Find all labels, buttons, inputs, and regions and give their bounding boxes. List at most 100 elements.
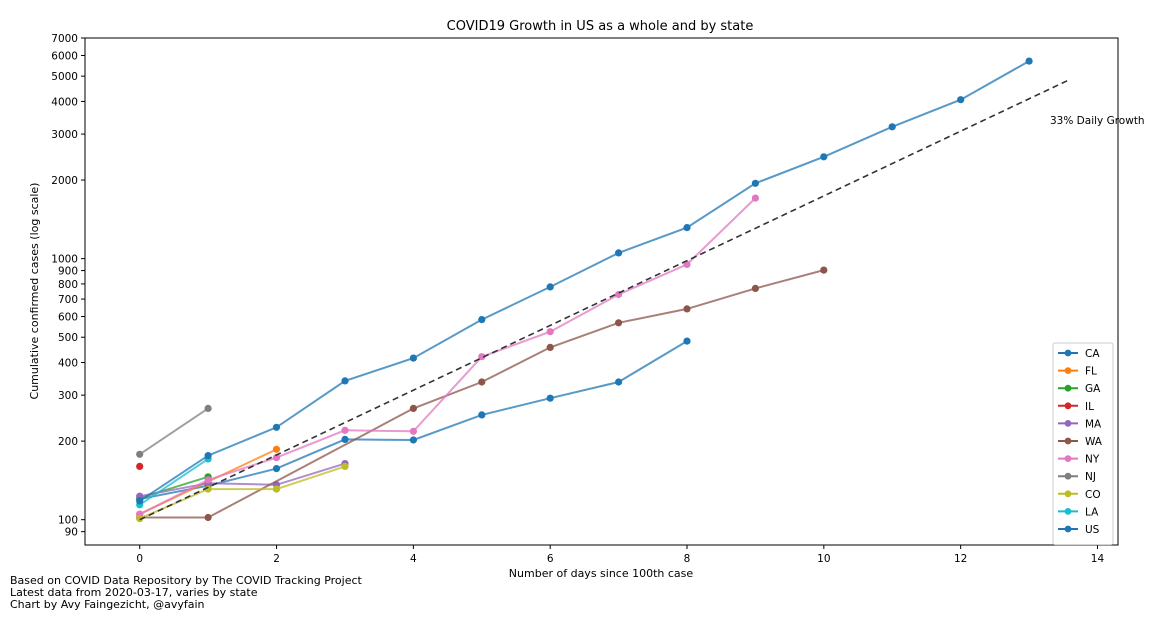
legend-label: MA [1085,418,1102,430]
data-point-co [341,462,349,470]
data-point-wa [204,513,212,522]
series-line-la [139,458,209,506]
data-point-ca [683,337,691,345]
data-point-il [136,462,144,470]
series-wa [136,266,828,522]
legend-item-co: CO [1058,489,1101,501]
data-point-us [204,452,212,460]
legend-label: FL [1085,366,1097,378]
x-tick-label: 14 [1091,553,1105,565]
data-point-us [751,179,760,187]
data-point-wa [546,343,554,351]
data-point-us [888,123,896,131]
series-line-us [139,60,1030,502]
y-tick-label: 6000 [51,50,78,62]
data-point-us [615,249,623,257]
series-line-ny [139,197,757,516]
series-layer [136,57,1071,523]
legend-label: IL [1085,401,1094,413]
x-tick-label: 10 [817,553,830,565]
data-point-wa [751,284,760,292]
data-point-ca [341,435,349,443]
data-point-us [683,224,691,232]
y-tick-label: 200 [58,436,78,448]
data-point-ca [272,465,281,473]
legend-item-us: US [1058,524,1100,536]
y-tick-label: 5000 [51,71,78,83]
y-tick-label: 7000 [51,33,78,45]
series-nj [136,404,212,458]
legend-label: NY [1085,454,1100,466]
legend-swatch-marker [1064,420,1072,427]
legend-swatch-marker [1064,455,1072,462]
y-tick-label: 2000 [51,175,78,187]
data-point-us [546,283,554,291]
data-point-co [204,485,212,493]
legend-swatch-marker [1064,367,1072,374]
data-point-ny [683,260,691,268]
legend-item-ma: MA [1058,418,1102,430]
legend-item-ca: CA [1058,348,1100,360]
data-point-wa [820,266,828,274]
legend-swatch-marker [1064,525,1072,533]
y-axis-label: Cumulative confirmed cases (log scale) [28,183,41,400]
legend-item-ny: NY [1058,454,1100,466]
data-point-wa [683,305,691,313]
reference-line-label: 33% Daily Growth [1050,115,1145,127]
data-point-ny [478,353,486,361]
x-axis-label: Number of days since 100th case [509,567,694,580]
legend-swatch-marker [1064,402,1072,410]
data-point-wa [409,404,417,412]
legend-item-la: LA [1058,506,1099,518]
data-point-ny [546,328,554,336]
legend-item-il: IL [1058,401,1094,413]
data-point-us [136,497,144,505]
x-tick-label: 12 [954,553,967,565]
data-point-us [272,423,281,431]
legend-swatch-marker [1064,437,1072,445]
y-tick-label: 100 [58,515,78,527]
legend-swatch-marker [1064,384,1072,392]
data-point-ca [615,378,623,386]
chart-title: COVID19 Growth in US as a whole and by s… [447,19,754,34]
y-tick-label: 500 [58,332,78,344]
data-point-wa [615,319,623,327]
data-point-co [272,485,281,493]
data-point-us [1025,57,1033,65]
legend: CA FL GA IL MA WA NY NJ CO LA US [1052,342,1114,546]
data-point-ny [204,476,212,484]
legend-box [1052,342,1114,546]
legend-label: GA [1085,383,1101,395]
series-ca [136,337,691,503]
footer-author: Chart by Avy Faingezicht, @avyfain [10,598,205,611]
legend-label: CA [1085,348,1100,360]
data-point-ny [272,454,281,462]
data-point-ny [409,427,417,435]
data-point-wa [478,378,486,386]
series-co [136,462,349,523]
x-axis-ticks: 0 2 4 6 8 10 12 14 [136,545,1104,565]
legend-item-nj: NJ [1058,471,1096,483]
series-line-co [139,465,346,520]
legend-label: CO [1085,489,1101,501]
data-point-us [409,354,417,362]
x-tick-label: 8 [684,553,691,565]
legend-label: NJ [1085,471,1096,483]
legend-label: WA [1085,436,1103,448]
data-point-us [957,96,965,104]
series-line-nj [139,407,209,456]
legend-item-fl: FL [1058,366,1097,378]
x-tick-label: 0 [136,553,143,565]
series-ny [136,194,760,518]
y-tick-label: 3000 [51,129,78,141]
y-tick-label: 90 [65,527,78,539]
footer-date: Latest data from 2020-03-17, varies by s… [10,586,258,599]
data-point-co [136,515,144,523]
data-point-nj [204,404,212,412]
legend-label: US [1085,524,1100,536]
x-tick-label: 6 [547,553,554,565]
y-tick-label: 400 [58,358,78,370]
data-point-ca [546,394,554,402]
legend-label: LA [1085,506,1099,518]
x-tick-label: 2 [273,553,280,565]
